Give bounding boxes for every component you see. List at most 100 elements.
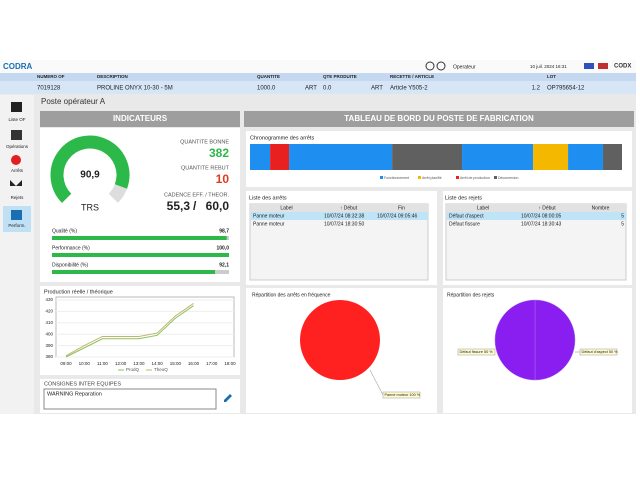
icon-stop	[11, 155, 21, 165]
icon	[425, 61, 435, 71]
chart-title: Chronogramme des arrêts	[250, 135, 314, 141]
x-tick-label: 09:00	[60, 361, 72, 366]
table-header	[251, 204, 428, 212]
legend-swatch	[380, 176, 383, 179]
info-label: QUANTITE	[257, 74, 280, 79]
panel-header	[40, 111, 240, 127]
x-tick-label: 14:00	[151, 361, 163, 366]
nav-item: Opérations	[6, 144, 29, 149]
series-line	[65, 303, 194, 357]
panel-title: TABLEAU DE BORD DU POSTE DE FABRICATION	[344, 114, 534, 123]
slice-label: Défaut d'aspect 50 %	[582, 350, 619, 354]
chart-title: Répartition des rejets	[447, 292, 495, 298]
info-unit: ART	[371, 86, 383, 92]
timeline-segment	[568, 144, 604, 170]
legend-label: Fonctionnement	[384, 176, 409, 180]
sidebar	[0, 95, 34, 414]
legend-label: ProdQ	[126, 367, 140, 372]
bar	[52, 253, 229, 257]
chart-title: Répartition des arrêts en fréquence	[252, 292, 331, 298]
table-cell: Défaut fissure	[449, 221, 480, 227]
x-tick-label: 12:00	[115, 361, 127, 366]
icon	[436, 61, 446, 71]
x-tick-label: 13:00	[133, 361, 145, 366]
pie-slice	[534, 299, 576, 381]
kpi-value: 60,0	[206, 199, 230, 213]
gauge-track	[108, 183, 128, 203]
legend-swatch	[456, 176, 459, 179]
legend-swatch	[494, 176, 497, 179]
kpi-value: 382	[209, 146, 229, 160]
timeline-segment	[603, 144, 622, 170]
icon-list	[11, 102, 22, 112]
gauge-value	[50, 135, 130, 203]
panel	[40, 286, 240, 375]
legend-label: Arrêt planifié	[422, 176, 442, 180]
info-value: 0.0	[323, 86, 332, 92]
label-box	[579, 348, 618, 356]
timeline-segment	[392, 144, 463, 170]
kpi-value: 10	[216, 172, 230, 186]
pie-slice	[494, 299, 536, 381]
timeline-segment	[250, 144, 271, 170]
info-unit: ART	[305, 86, 317, 92]
x-tick-label: 10:00	[79, 361, 91, 366]
x-tick-label: 17:00	[206, 361, 218, 366]
info-header	[0, 73, 636, 81]
table-cell: 10/07/24 18:30:43	[521, 221, 562, 227]
chart-title: Production réelle / théorique	[44, 289, 113, 295]
legend-label: Déconnexion	[498, 176, 518, 180]
x-tick-label: 16:00	[188, 361, 200, 366]
table-cell: Panne moteur	[253, 213, 285, 219]
table-cell: 5	[621, 213, 624, 219]
panel-title: INDICATEURS	[113, 114, 168, 123]
bar	[52, 236, 227, 240]
top-bar	[0, 60, 636, 73]
timeline-segment	[289, 144, 393, 170]
nav-item: Perform.	[8, 223, 25, 228]
legend-swatch	[418, 176, 421, 179]
nav-item: Rejets	[11, 195, 25, 200]
slice-label: Panne moteur 100 %	[385, 393, 421, 397]
column-header: Nombre	[592, 205, 610, 211]
table-cell: 10/07/24 08:00:05	[521, 213, 562, 219]
panel-title: CONSIGNES INTER EQUIPES	[44, 381, 121, 387]
column-header: ↑ Début	[340, 205, 358, 211]
info-label: LOT	[547, 74, 556, 79]
flag-en	[598, 63, 608, 69]
info-value: 1000.0	[257, 86, 276, 92]
bar-value: 100,0	[216, 245, 229, 251]
flag-fr	[584, 63, 594, 69]
column-header: ↑ Début	[538, 205, 556, 211]
datetime: 10 juil. 2024 16:31	[530, 64, 567, 69]
timeline-segment	[533, 144, 569, 170]
edit-icon[interactable]	[224, 394, 232, 402]
gauge-value-label: 90,9	[80, 170, 100, 181]
kpi-separator: /	[193, 199, 197, 213]
x-tick-label: 15:00	[170, 361, 182, 366]
info-extra: 1.2	[532, 86, 541, 92]
bar	[52, 270, 216, 274]
brand: CODX	[614, 64, 631, 70]
y-tick-label: 400	[45, 331, 53, 336]
label-box	[382, 391, 421, 399]
nav-item: Arrêts	[11, 168, 24, 173]
bar-label: Disponibilité (%)	[52, 262, 88, 268]
nav-item: Liste OF	[8, 117, 25, 122]
y-tick-label: 380	[45, 354, 53, 359]
bar-label: Qualité (%)	[52, 228, 77, 234]
y-tick-label: 420	[45, 309, 53, 314]
icon-reject	[10, 180, 22, 186]
gauge-label: TRS	[81, 202, 99, 212]
table-cell: 10/07/24 18:30:50	[324, 221, 365, 227]
info-label: RECETTE / ARTICLE	[390, 74, 434, 79]
kpi-label: QUANTITE BONNE	[180, 139, 229, 145]
x-tick-label: 18:00	[224, 361, 236, 366]
panel-title: Liste des arrêts	[249, 195, 287, 201]
label-box	[457, 348, 496, 356]
text-box[interactable]	[43, 388, 217, 410]
info-value: OP795654-12	[547, 86, 585, 92]
table-cell: 5	[621, 221, 624, 227]
kpi-value: 55,3	[167, 199, 191, 213]
